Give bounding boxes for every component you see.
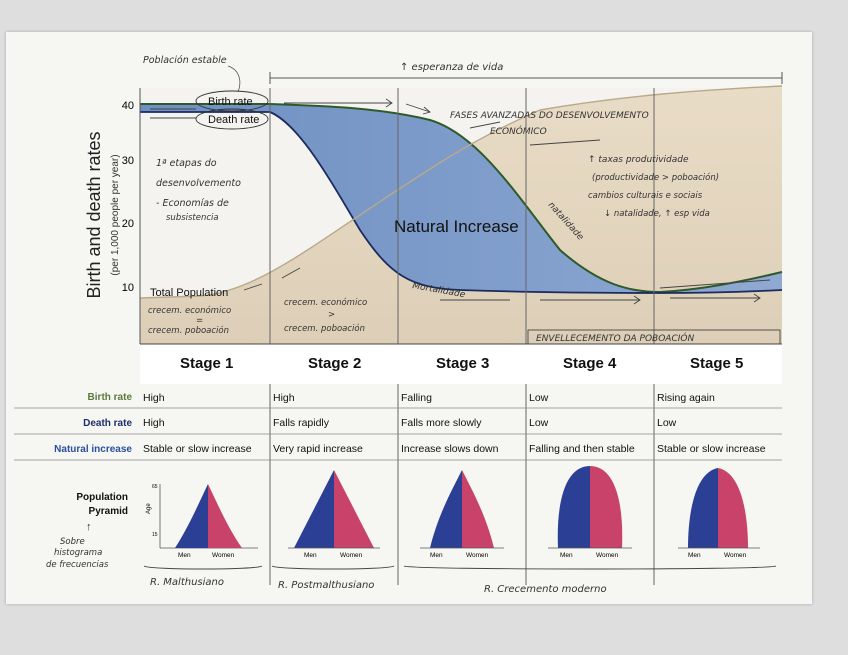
stage-4-header: Stage 4: [563, 355, 617, 372]
note-fases-avanzadas: ECONÓMICO: [490, 125, 547, 137]
note-stage1-bottom: =: [196, 316, 203, 326]
pyramid-stage-5: Men Women: [678, 468, 760, 559]
note-r-moderno: R. Crecemento moderno: [484, 584, 607, 595]
cell-birth-stage1: High: [143, 392, 165, 404]
cell-natural-stage1: Stable or slow increase: [143, 443, 252, 455]
note-primeras-etapas: desenvolvemento: [156, 178, 241, 189]
pyramid-up-arrow: ↑: [86, 521, 92, 533]
note-taxas: ↑ taxas produtividade: [588, 155, 689, 165]
pyramid-men-label: Men: [688, 552, 701, 559]
note-economias: - Economías de: [156, 198, 229, 209]
pyramid-stage-4: Men Women: [548, 466, 632, 559]
pyramid-stage-1: 65 15 Age Men Women: [146, 484, 258, 559]
total-population-label: Total Population: [150, 287, 228, 299]
pyramid-stage-3: Men Women: [420, 470, 504, 559]
cell-death-stage3: Falls more slowly: [401, 417, 482, 429]
death-rate-circle: [195, 108, 269, 130]
pencil-arrows: [150, 98, 771, 305]
pyramid-age-tick: 65: [152, 484, 158, 490]
cell-birth-stage2: High: [273, 392, 295, 404]
stage-5-header: Stage 5: [690, 355, 743, 372]
row-label-death-rate: Death rate: [83, 418, 132, 429]
pyramid-stage-2: Men Women: [288, 470, 380, 559]
cell-birth-stage5: Rising again: [657, 392, 715, 404]
pyramid-women-label: Women: [596, 552, 619, 559]
birth-rate-label: Birth rate: [208, 96, 253, 108]
esperanza-bracket: [269, 72, 783, 84]
pyramid-women-label: Women: [466, 552, 489, 559]
cell-death-stage1: High: [143, 417, 165, 429]
natural-increase-area: [140, 104, 782, 293]
birth-rate-circle: [195, 90, 269, 112]
cell-death-stage2: Falls rapidly: [273, 417, 330, 429]
note-fases-avanzadas: FASES AVANZADAS DO DESENVOLVEMENTO: [450, 111, 649, 121]
note-poblacion-estable: Población estable: [143, 55, 227, 66]
stage-header-row: [140, 344, 782, 384]
y-tick-label: 40: [122, 100, 134, 112]
note-stage2-bottom: >: [328, 310, 335, 320]
bottom-brackets: [143, 565, 777, 570]
y-axis-title: Birth and death rates: [84, 131, 104, 298]
stage-2-header: Stage 2: [308, 355, 361, 372]
cell-natural-stage3: Increase slows down: [401, 443, 499, 455]
pyramid-men-label: Men: [304, 552, 317, 559]
cell-death-stage5: Low: [657, 417, 677, 429]
pyramid-men-label: Men: [560, 552, 573, 559]
y-tick-label: 30: [122, 155, 134, 167]
y-tick-label: 20: [122, 218, 134, 230]
pyramid-age-label: Age: [146, 503, 152, 514]
note-stage2-bottom: crecem. poboación: [284, 323, 365, 334]
pyramid-label: Population: [76, 492, 128, 503]
pyramid-women-label: Women: [724, 552, 747, 559]
cell-natural-stage5: Stable or slow increase: [657, 443, 766, 455]
note-stage1-bottom: crecem. poboación: [148, 325, 229, 336]
note-taxas: ↓ natalidade, ↑ esp vida: [604, 209, 710, 219]
row-label-birth-rate: Birth rate: [88, 392, 133, 403]
cell-birth-stage3: Falling: [401, 392, 432, 404]
cell-death-stage4: Low: [529, 417, 549, 429]
note-arrow: [227, 65, 241, 93]
note-esperanza-vida: ↑ esperanza de vida: [400, 62, 503, 73]
y-axis-subtitle: (per 1,000 people per year): [110, 154, 121, 275]
total-population-line: [139, 85, 783, 299]
row-label-natural-increase: Natural increase: [54, 444, 132, 455]
note-economias: subsistencia: [166, 213, 219, 223]
death-rate-curve: [140, 111, 783, 294]
note-sobre-histograma: Sobre: [60, 537, 85, 547]
pyramid-women-label: Women: [340, 552, 363, 559]
note-primeras-etapas: 1ª etapas do: [156, 158, 217, 169]
note-sobre-histograma: histograma: [54, 548, 102, 558]
note-envellecemento: ENVELLECEMENTO DA POBOACIÓN: [536, 332, 694, 344]
stage-1-header: Stage 1: [180, 355, 233, 372]
pyramid-age-tick: 15: [152, 532, 158, 538]
y-tick-label: 10: [122, 282, 134, 294]
note-sobre-histograma: de frecuencias: [46, 560, 109, 570]
natural-increase-label: Natural Increase: [394, 217, 519, 236]
death-rate-label: Death rate: [208, 114, 259, 126]
note-taxas: cambios culturais e sociais: [588, 191, 703, 201]
pyramid-men-label: Men: [430, 552, 443, 559]
note-stage2-bottom: crecem. económico: [284, 297, 367, 308]
birth-rate-curve: [140, 103, 783, 294]
cell-natural-stage4: Falling and then stable: [529, 443, 635, 455]
pyramid-women-label: Women: [212, 552, 235, 559]
note-r-malthusiano: R. Malthusiano: [150, 577, 224, 588]
note-taxas: (productividade > poboación): [592, 172, 719, 183]
note-stage1-bottom: crecem. económico: [148, 305, 231, 316]
pyramid-men-label: Men: [178, 552, 191, 559]
cell-birth-stage4: Low: [529, 392, 549, 404]
pyramid-label: Pyramid: [89, 506, 128, 517]
note-r-postmalthusiano: R. Postmalthusiano: [278, 580, 374, 591]
cell-natural-stage2: Very rapid increase: [273, 443, 363, 455]
stage-3-header: Stage 3: [436, 355, 489, 372]
